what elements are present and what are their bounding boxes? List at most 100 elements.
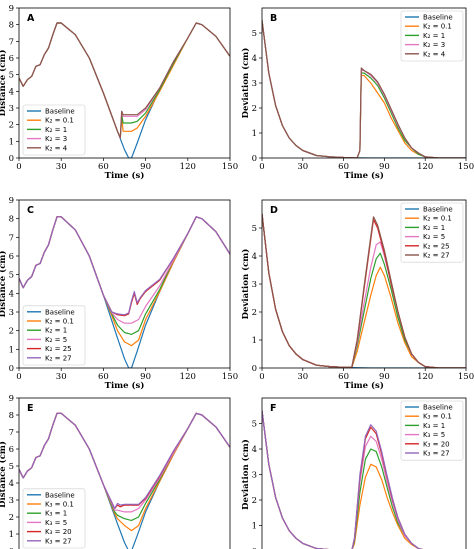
y-tick-label: 5: [9, 271, 14, 281]
y-axis-label: Deviation (cm): [240, 439, 251, 510]
legend-entry: K₂ = 25: [423, 242, 450, 250]
series-group: [19, 412, 230, 549]
chart-panel-c: 0 30 60 90 120 150 0 1 2 3 4 5 6 7 8 9 Time (s) Distance …: [0, 196, 238, 391]
x-tick-label: 60: [338, 372, 349, 382]
y-axis-label: Distance (cm): [0, 251, 8, 318]
series-group: [19, 216, 230, 368]
legend-entry: K₃ = 1: [45, 510, 67, 518]
legend-entry: K₂ = 1: [45, 126, 67, 134]
y-tick-label: 0: [9, 364, 14, 374]
x-tick-label: 90: [379, 372, 390, 382]
legend-entry: K₂ = 4: [45, 144, 68, 152]
y-tick-label: 4: [9, 479, 14, 489]
y-tick-label: 5: [252, 420, 257, 430]
y-tick-label: 7: [9, 37, 14, 47]
series-line-5: [262, 410, 423, 549]
legend-entry: K₂ = 27: [423, 252, 450, 260]
legend-entry: K₂ = 1: [423, 32, 445, 40]
plot-frame: [18, 397, 231, 549]
y-tick-label: 4: [252, 445, 257, 455]
x-tick-label: 30: [297, 162, 308, 172]
y-tick-label: 3: [252, 280, 257, 290]
y-tick-label: 9: [9, 4, 14, 14]
y-tick-label: 4: [252, 54, 257, 64]
y-tick-label: 4: [9, 289, 14, 299]
y-tick-label: 9: [9, 196, 14, 206]
series-line-4: [19, 22, 230, 139]
legend-entry: K₂ = 0.1: [45, 117, 74, 125]
x-tick-label: 0: [16, 162, 21, 172]
legend-box: [22, 104, 86, 156]
x-tick-label: 60: [98, 162, 109, 172]
y-tick-label: 1: [252, 522, 257, 532]
y-axis-label: Deviation (cm): [240, 48, 251, 119]
plot-frame: [18, 7, 231, 159]
legend-entry: K₂ = 3: [45, 135, 67, 143]
y-tick-label: 7: [9, 428, 14, 438]
y-axis-label: Deviation (cm): [240, 249, 251, 320]
y-tick-label: 6: [9, 445, 14, 455]
panel-label: C: [27, 205, 34, 216]
y-tick-label: 5: [252, 224, 257, 234]
legend-entry: K₂ = 5: [423, 233, 445, 241]
legend-entry: K₂ = 1: [423, 224, 445, 232]
y-tick-label: 0: [252, 154, 257, 164]
legend-entry: K₃ = 0.1: [45, 501, 74, 509]
y-tick-label: 3: [9, 104, 14, 114]
x-tick-label: 150: [222, 162, 238, 172]
x-tick-label: 90: [140, 162, 151, 172]
panel-label: E: [27, 403, 34, 414]
y-tick-label: 1: [9, 137, 14, 147]
panel-label: B: [270, 13, 277, 24]
x-tick-label: 90: [140, 372, 151, 382]
y-tick-label: 6: [9, 252, 14, 262]
y-tick-label: 3: [252, 79, 257, 89]
legend-entry: Baseline: [45, 308, 75, 316]
x-tick-label: 0: [259, 372, 264, 382]
x-axis-label: Time (s): [344, 380, 384, 391]
chart-panel-a: 0 30 60 90 120 150 0 1 2 3 4 5 6 7 8 9 Time (s) Distance …: [0, 4, 238, 181]
legend-entry: K₂ = 5: [45, 336, 67, 344]
legend-entry: K₃ = 5: [423, 431, 445, 439]
series-line-5: [19, 412, 230, 510]
y-tick-label: 9: [9, 394, 14, 404]
x-tick-label: 150: [458, 162, 474, 172]
y-tick-label: 1: [252, 129, 257, 139]
legend-entry: Baseline: [423, 14, 453, 22]
legend-entry: K₂ = 4: [423, 50, 446, 58]
y-tick-label: 2: [252, 496, 257, 506]
legend-entry: Baseline: [45, 108, 75, 116]
x-tick-label: 60: [338, 162, 349, 172]
x-tick-label: 30: [297, 372, 308, 382]
y-tick-label: 5: [9, 462, 14, 472]
plot-frame: [18, 199, 231, 369]
legend-entry: K₃ = 1: [423, 422, 445, 430]
x-tick-label: 120: [417, 162, 433, 172]
legend-entry: K₃ = 27: [423, 450, 450, 458]
series-line-5: [19, 216, 230, 316]
legend-entry: K₂ = 25: [45, 345, 72, 353]
y-tick-label: 1: [252, 336, 257, 346]
y-tick-label: 8: [9, 21, 14, 31]
y-tick-label: 8: [9, 215, 14, 225]
chart-panel-b: 0 30 60 90 120 150 0 1 2 3 4 5 Time (s) Deviation (cm…: [240, 7, 474, 181]
legend-entry: K₂ = 3: [423, 41, 445, 49]
x-tick-label: 120: [417, 372, 433, 382]
y-axis-label: Distance (cm): [0, 441, 8, 508]
chart-panel-d: 0 30 60 90 120 150 0 1 2 3 4 5 Time (s) Deviation (cm…: [240, 199, 474, 391]
y-tick-label: 0: [9, 547, 14, 549]
legend-entry: K₃ = 0.1: [423, 413, 452, 421]
legend-entry: Baseline: [45, 491, 75, 499]
y-tick-label: 0: [9, 154, 14, 164]
y-tick-label: 5: [252, 29, 257, 39]
x-axis-label: Time (s): [344, 170, 384, 181]
y-tick-label: 1: [9, 345, 14, 355]
legend-entry: K₂ = 1: [45, 327, 67, 335]
legend-box: [400, 10, 464, 62]
series-group: [262, 410, 423, 549]
x-tick-label: 0: [16, 372, 21, 382]
